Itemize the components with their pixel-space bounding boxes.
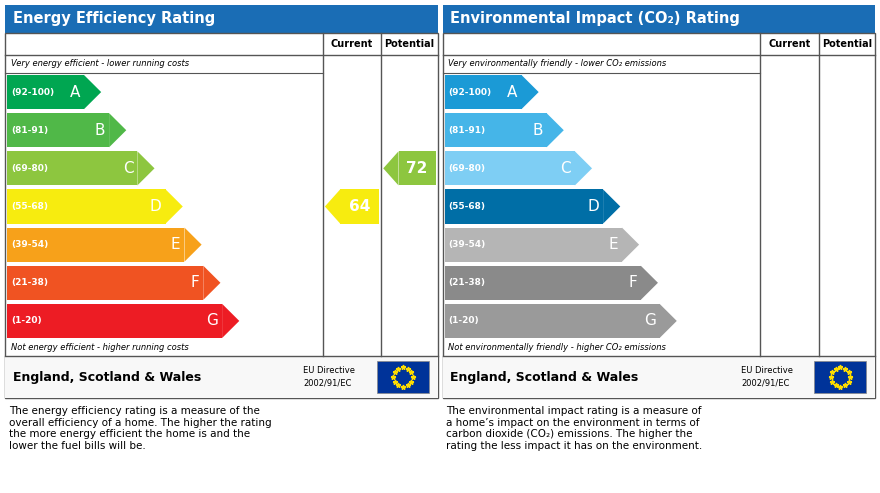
Text: 2002/91/EC: 2002/91/EC xyxy=(741,379,789,388)
Text: E: E xyxy=(171,237,180,252)
Text: EU Directive: EU Directive xyxy=(741,366,793,375)
Text: 2002/91/EC: 2002/91/EC xyxy=(304,379,352,388)
Text: (81-91): (81-91) xyxy=(449,126,486,135)
Polygon shape xyxy=(325,189,341,223)
Bar xyxy=(815,361,866,393)
Bar xyxy=(7,304,222,338)
Text: (69-80): (69-80) xyxy=(449,164,486,173)
Bar xyxy=(7,151,137,185)
Text: (39-54): (39-54) xyxy=(11,240,48,249)
Text: Environmental Impact (CO₂) Rating: Environmental Impact (CO₂) Rating xyxy=(451,11,740,27)
Text: B: B xyxy=(95,123,105,138)
Polygon shape xyxy=(575,151,592,185)
Text: Very environmentally friendly - lower CO₂ emissions: Very environmentally friendly - lower CO… xyxy=(449,60,667,69)
Text: EU Directive: EU Directive xyxy=(304,366,356,375)
Text: The energy efficiency rating is a measure of the
overall efficiency of a home. T: The energy efficiency rating is a measur… xyxy=(9,406,272,451)
Text: (1-20): (1-20) xyxy=(449,317,479,325)
Text: (21-38): (21-38) xyxy=(11,278,48,287)
Text: England, Scotland & Wales: England, Scotland & Wales xyxy=(13,371,202,384)
Text: (21-38): (21-38) xyxy=(449,278,486,287)
Bar xyxy=(7,75,84,109)
Bar xyxy=(7,189,165,223)
Text: (92-100): (92-100) xyxy=(449,88,492,97)
Text: Very energy efficient - lower running costs: Very energy efficient - lower running co… xyxy=(11,60,189,69)
Text: (81-91): (81-91) xyxy=(11,126,48,135)
Text: C: C xyxy=(561,161,571,176)
Text: A: A xyxy=(70,85,80,100)
Text: Not environmentally friendly - higher CO₂ emissions: Not environmentally friendly - higher CO… xyxy=(449,344,666,352)
Polygon shape xyxy=(660,304,677,338)
Polygon shape xyxy=(137,151,155,185)
Text: D: D xyxy=(150,199,162,214)
Polygon shape xyxy=(203,266,221,300)
Text: (55-68): (55-68) xyxy=(11,202,48,211)
Polygon shape xyxy=(84,75,101,109)
Bar xyxy=(444,151,575,185)
Text: E: E xyxy=(608,237,618,252)
Text: Not energy efficient - higher running costs: Not energy efficient - higher running co… xyxy=(11,344,188,352)
Text: (69-80): (69-80) xyxy=(11,164,48,173)
Text: 64: 64 xyxy=(349,199,370,214)
Text: Potential: Potential xyxy=(385,39,435,49)
Bar xyxy=(444,75,522,109)
Text: Potential: Potential xyxy=(822,39,872,49)
Bar xyxy=(444,266,641,300)
Bar xyxy=(444,304,660,338)
Polygon shape xyxy=(622,228,639,262)
Text: Current: Current xyxy=(331,39,373,49)
Bar xyxy=(5,33,437,398)
Text: The environmental impact rating is a measure of
a home’s impact on the environme: The environmental impact rating is a mea… xyxy=(446,406,703,451)
Text: F: F xyxy=(628,275,637,290)
Polygon shape xyxy=(222,304,239,338)
Bar xyxy=(7,228,185,262)
Text: B: B xyxy=(532,123,543,138)
Text: England, Scotland & Wales: England, Scotland & Wales xyxy=(451,371,639,384)
Polygon shape xyxy=(109,113,126,147)
Text: (39-54): (39-54) xyxy=(449,240,486,249)
Text: D: D xyxy=(587,199,599,214)
Bar xyxy=(443,33,875,398)
Text: F: F xyxy=(191,275,199,290)
Polygon shape xyxy=(522,75,539,109)
Bar xyxy=(443,356,875,398)
Bar xyxy=(443,5,875,33)
Text: Current: Current xyxy=(768,39,810,49)
Text: G: G xyxy=(644,314,656,328)
Text: (1-20): (1-20) xyxy=(11,317,41,325)
Bar xyxy=(7,113,109,147)
Text: (92-100): (92-100) xyxy=(11,88,55,97)
Bar xyxy=(341,189,379,223)
Polygon shape xyxy=(603,189,620,223)
Text: C: C xyxy=(122,161,134,176)
Bar xyxy=(444,113,546,147)
Text: A: A xyxy=(507,85,517,100)
Bar xyxy=(7,266,203,300)
Bar xyxy=(377,361,429,393)
Polygon shape xyxy=(641,266,658,300)
Polygon shape xyxy=(384,151,399,185)
Bar xyxy=(444,189,603,223)
Text: (55-68): (55-68) xyxy=(449,202,486,211)
Text: 72: 72 xyxy=(407,161,428,176)
Bar xyxy=(399,151,436,185)
Bar xyxy=(5,5,437,33)
Text: G: G xyxy=(206,314,218,328)
Bar xyxy=(5,356,437,398)
Text: Energy Efficiency Rating: Energy Efficiency Rating xyxy=(13,11,216,27)
Polygon shape xyxy=(165,189,183,223)
Polygon shape xyxy=(546,113,564,147)
Polygon shape xyxy=(185,228,202,262)
Bar xyxy=(444,228,622,262)
